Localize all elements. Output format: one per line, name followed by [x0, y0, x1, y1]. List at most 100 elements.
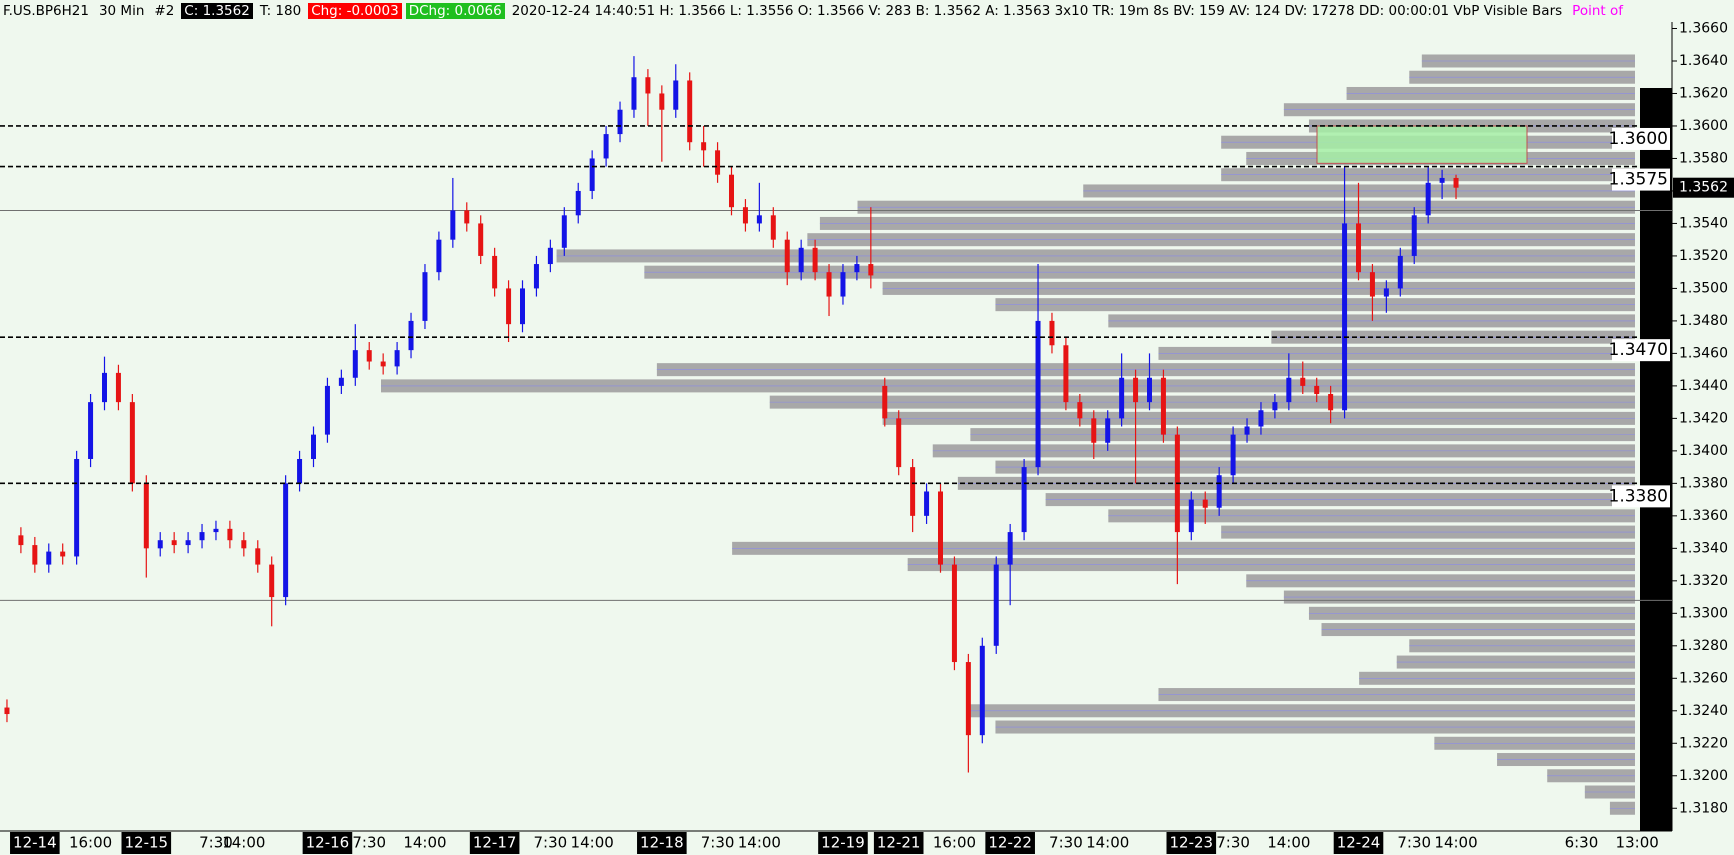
- y-tick-label: 1.3380: [1679, 475, 1728, 491]
- header-item: F.US.BP6H21: [3, 3, 89, 19]
- candle-body: [1007, 532, 1013, 565]
- candle-body: [492, 255, 498, 289]
- candle-body: [74, 458, 80, 557]
- y-tick-label: 1.3340: [1679, 540, 1728, 556]
- candle-body: [1035, 320, 1041, 468]
- candle-body: [687, 80, 693, 143]
- candle-body: [1119, 377, 1125, 419]
- candle-body: [422, 272, 428, 321]
- y-tick-label: 1.3620: [1679, 85, 1728, 101]
- candle-body: [1105, 418, 1111, 443]
- candle-body: [129, 402, 135, 484]
- candle-body: [1369, 272, 1375, 297]
- header-item: C: 1.3562: [181, 3, 253, 19]
- y-tick-label: 1.3420: [1679, 410, 1728, 426]
- candle-body: [547, 247, 553, 265]
- x-tick-label: 14:00: [1434, 834, 1477, 852]
- level-label: 1.3380: [1609, 486, 1668, 506]
- x-tick-label: 14:00: [1267, 834, 1310, 852]
- candle-body: [520, 288, 525, 325]
- header-item: 30 Min: [98, 3, 145, 19]
- y-tick-label: 1.3180: [1679, 800, 1728, 816]
- x-tick-label: 14:00: [738, 834, 781, 852]
- candle-body: [1425, 182, 1431, 216]
- date-box: [985, 832, 1035, 854]
- x-tick-label: 12-16: [306, 834, 350, 852]
- candle-body: [506, 288, 512, 325]
- x-tick-label: 7:30: [1216, 834, 1250, 852]
- candle-body: [938, 491, 943, 565]
- x-tick-label: 14:00: [222, 834, 265, 852]
- candle-body: [882, 385, 888, 419]
- level-label-box: [1612, 339, 1670, 362]
- x-tick-label: 16:00: [69, 834, 112, 852]
- date-box: [637, 832, 687, 854]
- candle-body: [88, 402, 94, 459]
- candle-body: [157, 540, 163, 549]
- candle-body: [603, 134, 609, 159]
- candle-body: [450, 210, 456, 240]
- candle-body: [1439, 177, 1445, 183]
- candle-body: [993, 564, 999, 646]
- level-label-box: [1612, 127, 1670, 150]
- x-tick-label: 6:30: [1565, 834, 1599, 852]
- x-tick-label: 12-21: [877, 834, 921, 852]
- candle-body: [910, 467, 916, 516]
- y-tick-label: 1.3220: [1679, 735, 1728, 751]
- y-tick-label: 1.3500: [1679, 280, 1728, 296]
- candle-body: [115, 372, 121, 403]
- candle-body: [1049, 320, 1055, 346]
- candle-body: [436, 239, 442, 273]
- candle-body: [185, 540, 191, 546]
- y-tick-label: 1.3240: [1679, 703, 1728, 719]
- candle-body: [784, 239, 790, 273]
- header-item: T: 180: [259, 3, 302, 19]
- candle-body: [979, 645, 985, 736]
- candle-body: [18, 535, 24, 546]
- y-tick-label: 1.3400: [1679, 443, 1728, 459]
- last-price-box: [1673, 177, 1734, 198]
- candle-body: [1411, 215, 1417, 256]
- candle-body: [1063, 345, 1069, 403]
- y-tick-label: 1.3460: [1679, 345, 1728, 361]
- candle-body: [241, 540, 247, 549]
- candle-body: [826, 272, 832, 297]
- candle-body: [896, 418, 902, 468]
- candle-body: [631, 77, 637, 110]
- date-box: [469, 832, 520, 854]
- candle-body: [1147, 377, 1152, 403]
- x-tick-label: 12-24: [1337, 834, 1381, 852]
- candle-body: [297, 458, 303, 484]
- candle-body: [1021, 467, 1027, 533]
- header-item: DChg: 0.0066: [405, 3, 505, 19]
- level-label: 1.3600: [1609, 129, 1668, 149]
- level-label: 1.3470: [1609, 340, 1668, 360]
- x-tick-label: 7:30: [534, 834, 568, 852]
- candle-body: [1077, 402, 1083, 419]
- candle-body: [143, 483, 149, 549]
- y-tick-label: 1.3540: [1679, 215, 1728, 231]
- candle-body: [617, 109, 623, 135]
- y-tick-label: 1.3320: [1679, 573, 1728, 589]
- candle-body: [868, 264, 874, 276]
- x-tick-label: 12-18: [640, 834, 684, 852]
- x-tick-label: 12-19: [821, 834, 865, 852]
- candle-body: [1230, 434, 1236, 476]
- candle-body: [269, 564, 275, 598]
- candle-body: [4, 707, 10, 715]
- date-box: [1166, 832, 1217, 854]
- header-item: #2: [154, 3, 175, 19]
- candle-body: [742, 207, 748, 224]
- candle-body: [729, 174, 734, 208]
- candle-body: [1314, 385, 1320, 395]
- candle-body: [311, 434, 316, 459]
- candle-body: [1202, 499, 1208, 508]
- date-box: [121, 832, 172, 854]
- candle-body: [1216, 475, 1222, 508]
- x-tick-label: 16:00: [933, 834, 976, 852]
- candle-body: [1300, 377, 1306, 386]
- y-tick-label: 1.3280: [1679, 638, 1728, 654]
- candle-body: [645, 77, 651, 94]
- y-tick-label: 1.3480: [1679, 313, 1728, 329]
